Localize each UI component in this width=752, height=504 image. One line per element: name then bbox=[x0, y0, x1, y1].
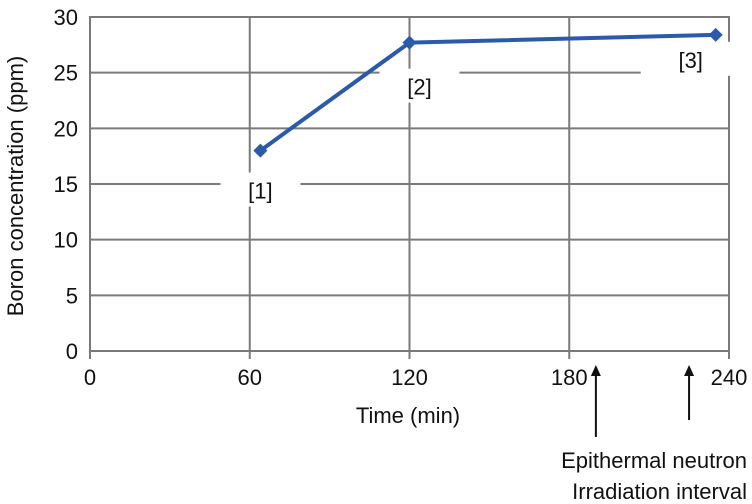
x-tick-label-240: 240 bbox=[711, 365, 748, 390]
y-tick-label-30: 30 bbox=[54, 5, 78, 30]
x-tick-label-120: 120 bbox=[391, 365, 428, 390]
y-tick-label-0: 0 bbox=[66, 339, 78, 364]
y-tick-label-15: 15 bbox=[54, 172, 78, 197]
annotation-arrow-head-1 bbox=[590, 365, 601, 376]
y-tick-label-5: 5 bbox=[66, 283, 78, 308]
plot-frame bbox=[89, 16, 730, 352]
point-label-3: [3] bbox=[678, 48, 702, 73]
axes: 0 5 10 15 20 25 30 0 60 120 180 240 bbox=[54, 5, 748, 390]
annotation-arrow-head-2 bbox=[684, 365, 695, 376]
x-tick-label-180: 180 bbox=[551, 365, 588, 390]
grid bbox=[90, 16, 729, 351]
y-axis-title: Boron concentration (ppm) bbox=[3, 56, 28, 316]
data-point-3 bbox=[708, 27, 723, 42]
y-tick-label-25: 25 bbox=[54, 61, 78, 86]
x-axis-title: Time (min) bbox=[356, 403, 460, 428]
point-labels: [1] [2] [3] bbox=[220, 41, 731, 207]
y-tick-label-10: 10 bbox=[54, 228, 78, 253]
x-tick-label-60: 60 bbox=[238, 365, 262, 390]
y-tick-label-20: 20 bbox=[54, 116, 78, 141]
x-tick-label-0: 0 bbox=[84, 365, 96, 390]
series-layer bbox=[253, 27, 723, 158]
point-label-mask-3 bbox=[640, 41, 731, 76]
point-label-mask-2 bbox=[379, 68, 460, 103]
point-label-1: [1] bbox=[248, 179, 272, 204]
annotations: Epithermal neutron Irradiation interval bbox=[561, 365, 747, 504]
point-label-mask-1 bbox=[220, 172, 301, 207]
annotation-text-2: Irradiation interval bbox=[572, 479, 747, 504]
annotation-text-1: Epithermal neutron bbox=[561, 448, 747, 473]
data-point-2 bbox=[402, 35, 417, 50]
data-point-1 bbox=[253, 143, 268, 158]
point-label-2: [2] bbox=[407, 75, 431, 100]
